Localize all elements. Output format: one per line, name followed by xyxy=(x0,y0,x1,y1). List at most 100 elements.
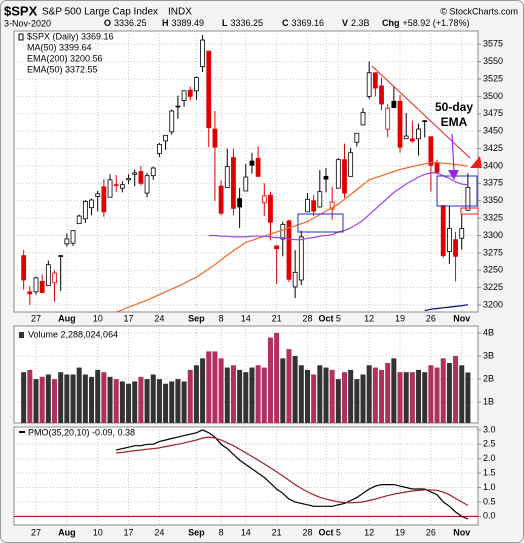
trend-line xyxy=(371,65,471,159)
candle-body xyxy=(335,159,341,189)
volume-bar xyxy=(144,379,150,423)
red-arrowhead xyxy=(470,156,482,168)
x-tick-label: 26 xyxy=(426,313,436,323)
legend-swatch xyxy=(19,332,24,338)
x-tick-label: 17 xyxy=(124,313,134,323)
candle-body xyxy=(237,198,243,208)
candle-body xyxy=(255,157,261,177)
volume-bar xyxy=(416,369,422,423)
y-tick-label: 1.5 xyxy=(483,467,496,477)
marks xyxy=(21,35,471,423)
y-tick-label: 3375 xyxy=(483,178,503,188)
volume-bar xyxy=(52,379,58,423)
y-tick-label: 3500 xyxy=(483,91,503,101)
volume-bar xyxy=(138,376,144,423)
credit: © StockCharts.com xyxy=(440,6,518,16)
volume-bar xyxy=(428,365,434,423)
stat: C 3369.16 xyxy=(282,18,324,28)
candle-body xyxy=(243,176,249,192)
candle-body xyxy=(212,128,218,148)
candle-body xyxy=(459,228,465,239)
candle-body xyxy=(249,160,255,166)
volume-bar xyxy=(255,365,261,423)
volume-bar xyxy=(385,362,391,423)
stat: Chg +58.92 (+1.78%) xyxy=(382,18,470,28)
candle-body xyxy=(268,194,273,223)
volume-bar xyxy=(27,369,33,423)
volume-bar xyxy=(311,374,317,423)
volume-bar xyxy=(379,369,385,423)
stat: O 3336.25 xyxy=(104,18,147,28)
y-tick-label: 3250 xyxy=(483,265,503,275)
candle-body xyxy=(274,245,280,250)
volume-bar xyxy=(329,369,335,423)
security-name: S&P 500 Large Cap Index xyxy=(42,7,158,18)
volume-bar xyxy=(237,369,243,423)
volume-bar xyxy=(348,369,354,423)
volume-bar xyxy=(150,374,156,423)
stat-label: L xyxy=(222,18,228,28)
annotation: EMA xyxy=(441,115,468,129)
volume-bar xyxy=(82,374,88,423)
volume-bar xyxy=(440,358,446,423)
stat: V 2.3B xyxy=(342,18,370,28)
candle-body xyxy=(224,166,230,188)
volume-bar xyxy=(317,365,323,423)
x-tick-label: 8 xyxy=(219,527,224,537)
candle-body xyxy=(329,201,335,210)
volume-bar xyxy=(304,369,310,423)
volume-bar xyxy=(397,372,403,423)
x-tick-label: 27 xyxy=(31,527,41,537)
volume-bar xyxy=(156,379,162,423)
volume-bar xyxy=(403,372,409,423)
candle-body xyxy=(39,280,45,293)
legend-entry: PMO(35,20,10) -0.09, 0.38 xyxy=(28,427,135,437)
x-tick-label: Nov xyxy=(453,527,470,537)
volume-bar xyxy=(101,372,107,423)
candle-body xyxy=(218,185,224,214)
volume-bar xyxy=(453,356,459,423)
x-tick-label: 14 xyxy=(241,313,251,323)
legend-entry: Volume 2,288,024,064 xyxy=(28,329,118,339)
volume-bar xyxy=(70,374,76,423)
candle-body xyxy=(181,90,187,101)
y-tick-label: 3.0 xyxy=(483,424,496,434)
volume-bar xyxy=(212,351,218,423)
volume-bar xyxy=(39,376,45,423)
x-tick-label: 12 xyxy=(364,527,374,537)
volume-bar xyxy=(132,381,138,423)
candle-body xyxy=(372,72,378,89)
y-tick-label: 3400 xyxy=(483,160,503,170)
candle-body xyxy=(261,195,267,204)
y-tick-label: 3325 xyxy=(483,212,503,222)
candle-body xyxy=(82,201,88,220)
symbol: $SPX xyxy=(4,3,38,18)
y-tick-label: 3275 xyxy=(483,247,503,257)
candle-body xyxy=(119,184,125,189)
candle-body xyxy=(391,100,397,108)
candle-body xyxy=(416,128,421,140)
x-tick-label: Sep xyxy=(188,527,205,537)
y-tick-label: 2.5 xyxy=(483,439,496,449)
candle-body xyxy=(89,199,94,209)
x-tick-label: 26 xyxy=(426,527,436,537)
y-tick-label: 3300 xyxy=(483,230,503,240)
candle-body xyxy=(280,223,286,240)
x-tick-label: 27 xyxy=(31,313,41,323)
volume-bar xyxy=(76,367,82,423)
candle-body xyxy=(403,135,409,140)
x-tick-label: 21 xyxy=(272,527,282,537)
y-tick-label: 0.5 xyxy=(483,496,496,506)
x-tick-label: 10 xyxy=(93,313,103,323)
candle-body xyxy=(434,162,440,173)
x-tick-label: Sep xyxy=(188,313,205,323)
volume-bar xyxy=(206,351,212,423)
x-tick-label: 5 xyxy=(336,527,341,537)
candle-body xyxy=(58,255,64,257)
volume-bar xyxy=(434,367,440,423)
volume-bar xyxy=(409,372,415,423)
x-tick-label: 5 xyxy=(336,313,341,323)
candle-body xyxy=(366,72,372,97)
candle-body xyxy=(465,186,471,211)
volume-bar xyxy=(64,374,70,423)
